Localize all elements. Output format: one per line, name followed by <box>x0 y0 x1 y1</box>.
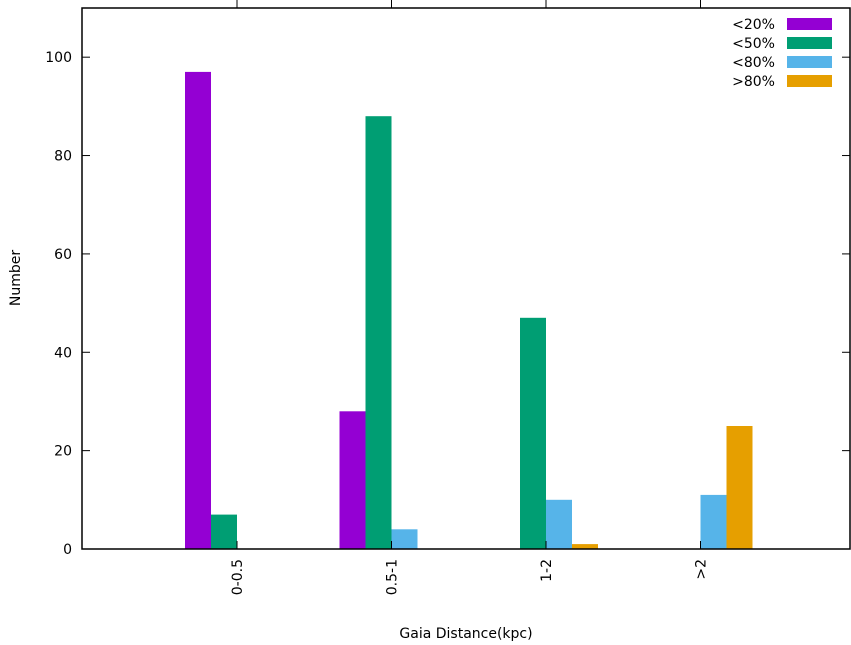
legend-swatch <box>787 37 832 49</box>
bar-2-2 <box>546 499 572 549</box>
bar-2-3 <box>700 494 727 549</box>
y-tick-label: 100 <box>45 50 72 66</box>
x-tick-label: 1-2 <box>539 559 555 582</box>
legend-label: <20% <box>732 17 775 33</box>
legend-swatch <box>787 18 832 30</box>
x-tick-label: 0.5-1 <box>385 559 401 595</box>
y-axis: 0 20 40 60 80 100 <box>45 50 850 558</box>
bar-1-2 <box>520 317 546 549</box>
x-axis-label: Gaia Distance(kpc) <box>399 626 532 642</box>
bar-1-1 <box>365 116 392 549</box>
legend-label: <80% <box>732 55 775 71</box>
y-tick-label: 0 <box>63 542 72 558</box>
legend-swatch <box>787 56 832 68</box>
y-tick-label: 20 <box>54 444 72 460</box>
plot-frame <box>81 7 851 550</box>
bar-3-3 <box>726 426 753 549</box>
legend-swatch <box>787 75 832 87</box>
bar-1-0 <box>211 514 237 549</box>
legend-label: >80% <box>732 74 775 90</box>
bars-layer <box>185 71 753 550</box>
y-tick-label: 60 <box>54 247 72 263</box>
x-axis: 0-0.5 0.5-1 1-2 >2 <box>230 0 710 595</box>
legend-label: <50% <box>732 36 775 52</box>
x-tick-label: >2 <box>694 559 710 580</box>
bar-3-2 <box>572 544 598 549</box>
legend: <20% <50% <80% >80% <box>732 17 832 90</box>
y-tick-label: 80 <box>54 149 72 165</box>
bar-0-0 <box>185 71 211 550</box>
y-tick-label: 40 <box>54 345 72 361</box>
y-axis-label: Number <box>8 250 24 306</box>
bar-0-1 <box>339 411 366 549</box>
bar-2-1 <box>391 529 418 549</box>
x-tick-label: 0-0.5 <box>230 559 246 595</box>
